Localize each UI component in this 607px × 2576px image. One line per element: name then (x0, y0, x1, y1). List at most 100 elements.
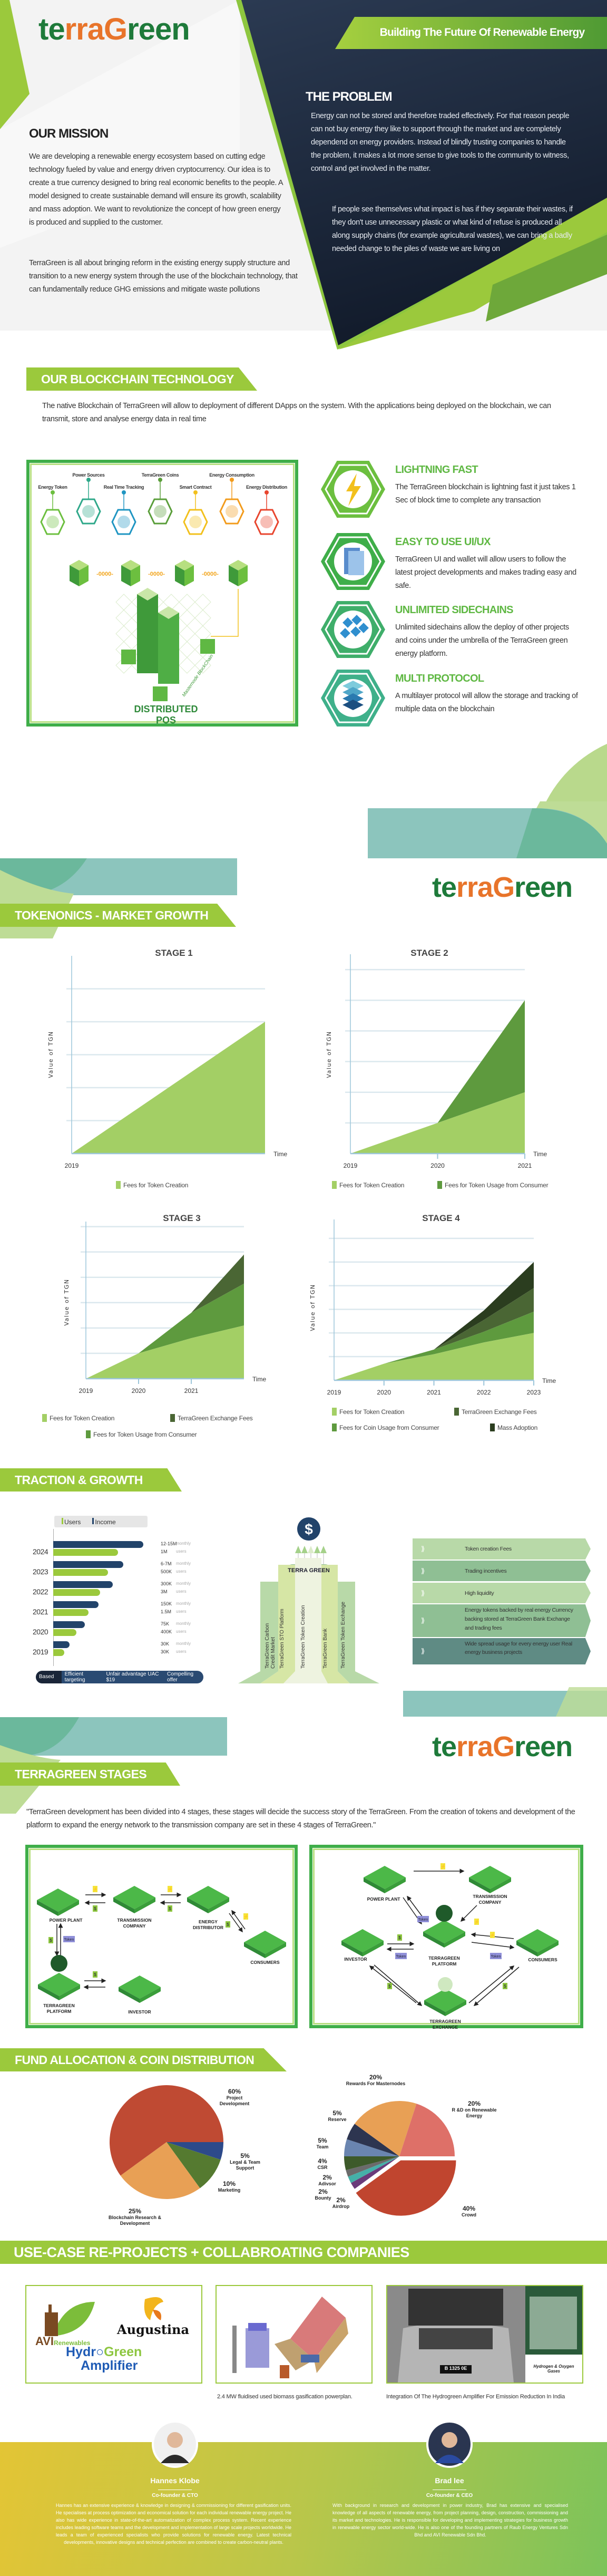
bar-axis (53, 1529, 54, 1666)
legend-label: Mass Adoption (497, 1423, 538, 1431)
team-section (0, 2442, 607, 2576)
revenue-item: ⟫ Energy tokens backed by real energy Cur… (413, 1604, 591, 1637)
bar-unit-label: monthly (176, 1601, 191, 1606)
avatar (426, 2420, 473, 2468)
terragreen-coin-icon (436, 1905, 453, 1922)
legend-swatch (332, 1423, 337, 1431)
node-hex-icon (76, 498, 101, 525)
mission-title: OUR MISSION (29, 127, 109, 141)
pie-label: 5% Team (291, 2137, 354, 2150)
pillar-label: TerraGreen Carbon Credit Market (265, 1623, 276, 1669)
exchange-icon (438, 1977, 453, 1992)
based-on-label: Based on (36, 1671, 62, 1683)
year-label: 2024 (33, 1547, 48, 1556)
pie-label-text: Team (316, 2144, 329, 2149)
masternode-caption: Masternode BlockChain (181, 653, 214, 698)
svg-text:⚡: ⚡ (168, 1886, 173, 1892)
revenue-label: Wide spread usage for every energy user … (465, 1641, 572, 1655)
legend-label: TerraGreen Exchange Fees (178, 1414, 253, 1422)
revenue-item: ⟫ Wide spread usage for every energy user… (413, 1638, 591, 1664)
flow-arrow (369, 1965, 417, 2003)
chart-title: STAGE 1 (155, 948, 192, 958)
bar-unit-label: users (176, 1629, 187, 1634)
pie-label-percent: 4% (318, 2157, 327, 2165)
money-badge (387, 1983, 392, 1989)
y-axis-label: Value of TGN (326, 1031, 332, 1078)
chain-link: -0000- (202, 571, 219, 577)
stage-node-label: INVESTOR (128, 2009, 151, 2015)
feature-description: The TerraGreen blockchain is lightning f… (395, 483, 576, 505)
bar-unit-label: monthly (176, 1641, 191, 1646)
pillar-label: TerraGreen Token Creation (300, 1605, 306, 1669)
augustina-emblem (144, 2297, 163, 2320)
legend-item: Fees for Token Creation (332, 1181, 404, 1189)
layers-icon (321, 670, 385, 727)
based-on-item: Unfair advantage UAC $19 (106, 1671, 159, 1683)
bar-value-label: 30K (161, 1641, 170, 1647)
logo: terraGreen (432, 1731, 573, 1762)
pie-label-text: Bounty (315, 2195, 331, 2201)
diagram-node-label: Real Time Tracking (103, 485, 144, 490)
legend-swatch (437, 1181, 442, 1189)
logo: terraGreen (432, 871, 573, 903)
legend-item: TerraGreen Exchange Fees (454, 1408, 537, 1416)
pie-label-percent: 10% (222, 2180, 236, 2187)
pie-slice-reserve (347, 2124, 399, 2156)
stage-node-label: INVESTOR (344, 1957, 367, 1962)
problem-text-2: If people see themselves what impact is … (332, 205, 573, 253)
diagram-node-label: Smart Contract (179, 485, 212, 490)
x-tick-label: 2023 (527, 1389, 541, 1396)
money-badge (168, 1905, 172, 1912)
traction-tower: $ (238, 1517, 379, 1683)
revenue-item: ⟫ High liquidity (413, 1583, 591, 1603)
fund-pies (110, 2085, 456, 2216)
bar-income (53, 1641, 70, 1648)
pie-label: 20% R &D on Renewable Energy (448, 2100, 501, 2119)
pie-label: 10% Marketing (198, 2180, 261, 2193)
feature-title: MULTI PROTOCOL (395, 673, 484, 684)
node-platform (119, 1975, 161, 1999)
node-hex-icon (40, 509, 65, 535)
money-badge (48, 1937, 53, 1943)
revenue-item: ⟫ Token creation Fees (413, 1538, 591, 1560)
node-hex-icon (183, 509, 208, 535)
bar-unit-label: users (176, 1549, 187, 1554)
chevron-icon: ⟫ (421, 1589, 425, 1597)
pie-label: 5% Reserve (306, 2109, 369, 2123)
feature-title: EASY TO USE UI/UX (395, 536, 491, 548)
dollar-icon (297, 1517, 320, 1541)
legend-users: Users (62, 1517, 81, 1526)
based-on-item: Efficient targeting (64, 1671, 85, 1683)
node-platform (187, 1886, 229, 1909)
revenue-label: High liquidity (465, 1590, 494, 1596)
energy-badge (474, 1919, 479, 1925)
pie-label: 2% Bounty (291, 2188, 355, 2201)
x-tick-label: 2021 (184, 1387, 199, 1394)
legend-swatch (454, 1408, 459, 1416)
money-badge (226, 1921, 230, 1928)
pie-label: 2% Airdrop (309, 2196, 373, 2210)
pie-label-percent: 40% (462, 2205, 476, 2212)
car-caption: Integration Of The Hydrogreen Amplifier … (386, 2394, 565, 2400)
flow-arrow (229, 1913, 243, 1933)
pie-label-percent: 5% (240, 2152, 250, 2159)
node-hex-icon (254, 509, 279, 535)
node-platform (37, 1889, 79, 1912)
stage-chart-3: 2019 2020 2021 Time Value of TGN STAGE 3 (63, 1213, 267, 1394)
pie-label: 25% Blockchain Research & Development (103, 2207, 167, 2226)
legend-item: Mass Adoption (490, 1423, 537, 1431)
x-tick-label: 2019 (344, 1162, 358, 1169)
x-tick-label: 2020 (132, 1387, 146, 1394)
bar-value-label: 6-7M (161, 1561, 172, 1566)
gases-label: Hydrogen & Oxygen Gases (533, 2364, 574, 2374)
year-label: 2019 (33, 1648, 48, 1656)
diagram-node-label: Energy Distribution (246, 485, 287, 490)
bar-value-label: 12-15M (161, 1541, 177, 1546)
pie-label-percent: 5% (318, 2137, 327, 2144)
energy-badge (490, 1932, 495, 1938)
bar-income (53, 1561, 124, 1568)
x-tick-label: 2020 (430, 1162, 445, 1169)
x-tick-label: 2019 (327, 1389, 341, 1396)
legend-label: Fees for Token Usage from Consumer (445, 1181, 549, 1189)
flow-arrow (460, 1905, 477, 1922)
